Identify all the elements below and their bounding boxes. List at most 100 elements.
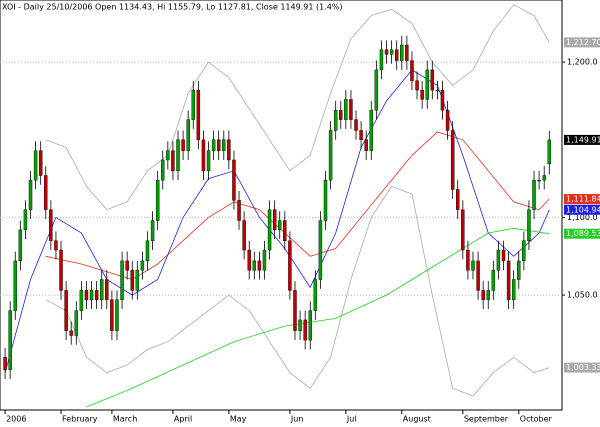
candle-body: [59, 249, 63, 291]
candle-body: [491, 270, 496, 291]
candle-body: [501, 249, 506, 262]
candle-body: [28, 179, 33, 210]
candle-body: [33, 150, 38, 181]
candle-body: [415, 80, 419, 91]
x-tick-label: May: [230, 415, 247, 424]
candle-body: [288, 240, 292, 291]
candle-body: [450, 130, 455, 190]
candle-body: [8, 310, 12, 370]
indicator-line: [45, 4, 550, 211]
candle-body: [333, 110, 338, 131]
candle-body: [298, 319, 302, 331]
candle-body: [140, 260, 145, 271]
candle-body: [542, 175, 546, 181]
candle-body: [196, 89, 201, 140]
y-tick-label: 1,200.0: [567, 58, 598, 67]
candle-body: [389, 49, 394, 55]
y-tick-label: 1,050.0: [567, 291, 598, 300]
candle-body: [155, 179, 160, 221]
indicator-line: [86, 227, 550, 408]
candle-body: [466, 249, 470, 271]
candle-body: [481, 290, 485, 300]
candle-body: [120, 260, 124, 300]
value-tag-label: 1,003.33: [566, 363, 600, 372]
candle-body: [293, 290, 297, 331]
candle-body: [262, 249, 267, 271]
candle-body: [374, 69, 379, 111]
x-tick-label: Jul: [346, 415, 357, 424]
x-tick-label: August: [403, 415, 431, 424]
candle-body: [237, 200, 241, 221]
x-tick-label: April: [174, 415, 192, 424]
candle-body: [166, 150, 170, 161]
candle-body: [99, 279, 104, 300]
candle-body: [547, 139, 552, 165]
candle-body: [522, 240, 526, 262]
candle-body: [171, 150, 175, 172]
candle-body: [201, 139, 206, 172]
candle-body: [267, 209, 272, 251]
candle-body: [64, 290, 68, 331]
candle-body: [349, 99, 353, 120]
value-tag: [564, 228, 600, 239]
candle-body: [23, 209, 28, 231]
candle-body: [84, 290, 89, 300]
candle-body: [283, 220, 287, 241]
candle-body: [38, 150, 43, 176]
candle-body: [339, 110, 343, 120]
candle-body: [242, 220, 246, 251]
value-tag: [564, 362, 600, 373]
candle-body: [150, 220, 155, 241]
value-tag: [564, 204, 600, 215]
candle-body: [227, 139, 231, 161]
candle-body: [110, 299, 114, 331]
candle-body: [272, 209, 277, 231]
candle-body: [252, 260, 257, 271]
value-tag-label: 1,104.94: [566, 205, 600, 214]
candle-body: [532, 179, 536, 210]
candle-body: [74, 310, 79, 336]
chart-title: XOI - Daily 25/10/2006 Open 1134.43, Hi …: [2, 3, 343, 12]
x-tick-label: Jun: [290, 415, 304, 424]
candle-body: [384, 49, 389, 55]
x-tick-label: March: [113, 415, 137, 424]
candle-body: [69, 330, 73, 336]
candle-body: [511, 279, 516, 300]
value-tag-label: 1,149.91: [566, 135, 600, 144]
value-tag: [564, 37, 600, 48]
candle-body: [496, 249, 501, 271]
candle-body: [308, 310, 312, 341]
candle-body: [369, 110, 374, 151]
candle-body: [115, 299, 119, 331]
y-tick-label: 1,100.0: [567, 213, 598, 222]
candle-body: [176, 139, 180, 172]
candle-body: [394, 49, 399, 61]
candle-body: [445, 110, 450, 131]
candle-body: [328, 130, 333, 181]
candle-body: [49, 209, 53, 241]
candle-body: [13, 260, 17, 311]
candle-body: [476, 260, 480, 291]
candle-body: [222, 139, 226, 151]
x-tick-label: September: [464, 415, 509, 424]
candle-body: [323, 179, 328, 221]
candle-body: [318, 220, 323, 280]
x-tick-label: February: [62, 415, 98, 424]
candle-body: [105, 279, 109, 300]
candle-body: [435, 89, 440, 92]
candle-body: [18, 229, 23, 262]
candle-body: [461, 209, 465, 251]
candle-body: [440, 89, 445, 111]
value-tag-label: 1,111.84: [566, 195, 600, 204]
indicator-line: [45, 185, 550, 397]
candle-body: [303, 319, 307, 341]
candle-body: [79, 290, 84, 311]
value-tag: [564, 194, 600, 205]
x-tick-label: 2006: [6, 415, 26, 424]
candle-body: [506, 260, 511, 300]
candle-body: [181, 139, 185, 151]
candle-body: [125, 260, 129, 271]
candle-body: [161, 159, 165, 181]
candle-body: [425, 69, 429, 100]
candle-body: [145, 240, 150, 262]
